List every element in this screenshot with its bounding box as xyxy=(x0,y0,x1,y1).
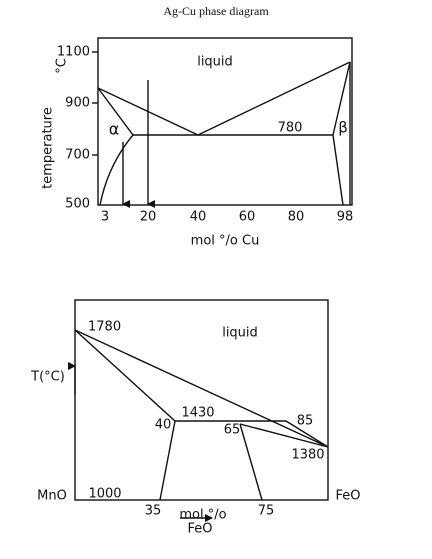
x-label: FeO xyxy=(188,522,213,537)
x-tick-label: 40 xyxy=(190,210,207,225)
y-tick-label: 700 xyxy=(65,148,90,163)
composition-label: 35 xyxy=(145,504,162,519)
end-member: FeO xyxy=(336,489,361,504)
temperature-label: 1380 xyxy=(291,448,324,463)
y-label: T(°C) xyxy=(30,370,65,385)
x-tick-label: 60 xyxy=(239,210,256,225)
solvus-right xyxy=(332,61,351,206)
region-label: liquid xyxy=(197,55,233,70)
liquidus xyxy=(97,61,351,136)
composition-label: 85 xyxy=(297,414,314,429)
composition-label: 75 xyxy=(258,504,275,519)
y-tick-label: 500 xyxy=(65,197,90,212)
y-ticks xyxy=(92,51,98,156)
x-tick-label: 98 xyxy=(337,210,354,225)
temperature-label: 1780 xyxy=(88,320,121,335)
solidus xyxy=(74,329,329,448)
y-label: temperature xyxy=(41,107,56,189)
temperature-label: 1430 xyxy=(181,406,214,421)
y-unit: °C xyxy=(55,58,70,74)
frame xyxy=(97,37,353,206)
top-diagram: 1100 900 700 500 3 20 40 60 80 98 mol °/… xyxy=(41,37,354,249)
liquidus xyxy=(74,329,329,448)
composition-label: 40 xyxy=(155,418,172,433)
phase-label: β xyxy=(338,119,348,137)
composition-label: 65 xyxy=(224,423,241,438)
bottom-diagram: 1780 liquid T(°C) 1430 85 40 65 1380 MnO… xyxy=(30,299,361,537)
title: Ag-Cu phase diagram xyxy=(163,4,269,18)
temperature-label: 1000 xyxy=(88,487,121,502)
end-member: MnO xyxy=(37,489,67,504)
temperature-label: 780 xyxy=(278,121,303,136)
x-tick-label: 80 xyxy=(288,210,305,225)
solvus-left xyxy=(99,134,134,206)
x-label: mol °/o xyxy=(179,508,226,523)
phase-label: α xyxy=(109,120,120,139)
frame xyxy=(74,299,329,501)
x-label: mol °/o Cu xyxy=(191,234,260,249)
phase-boundary xyxy=(239,423,329,501)
y-tick-label: 1100 xyxy=(57,45,90,60)
phase-boundary xyxy=(159,420,176,501)
x-tick-label: 20 xyxy=(140,210,157,225)
region-label: liquid xyxy=(222,326,258,341)
y-tick-label: 900 xyxy=(65,96,90,111)
x-tick-label: 3 xyxy=(101,210,109,225)
